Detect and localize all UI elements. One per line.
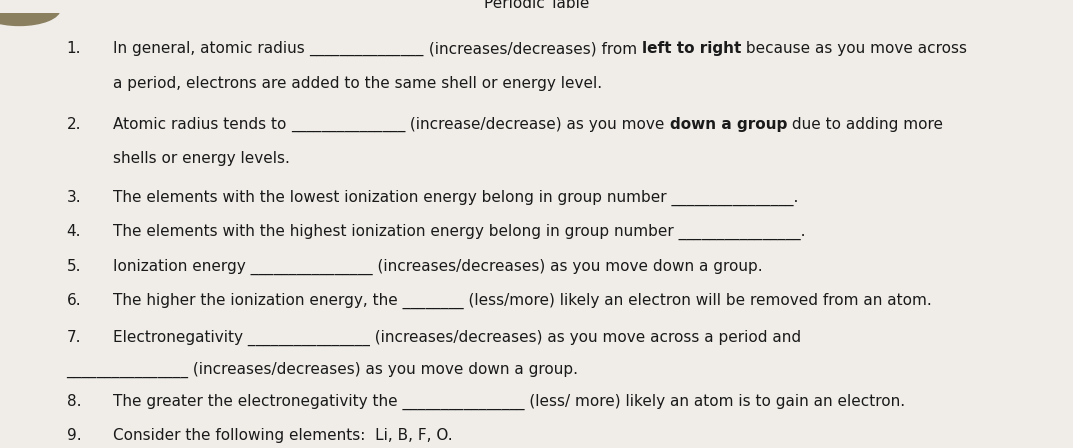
Text: The higher the ionization energy, the ________ (less/more) likely an electron wi: The higher the ionization energy, the __…: [113, 293, 931, 309]
Text: 8.: 8.: [67, 394, 82, 409]
Text: a period, electrons are added to the same shell or energy level.: a period, electrons are added to the sam…: [113, 76, 602, 91]
Text: The elements with the lowest ionization energy belong in group number __________: The elements with the lowest ionization …: [113, 190, 798, 206]
Text: Atomic radius tends to: Atomic radius tends to: [113, 116, 291, 132]
Circle shape: [0, 0, 60, 26]
Text: 3.: 3.: [67, 190, 82, 205]
Text: 2.: 2.: [67, 116, 82, 132]
Text: 7.: 7.: [67, 330, 82, 345]
Text: left to right: left to right: [642, 41, 741, 56]
Text: because as you move across: because as you move across: [741, 41, 967, 56]
Text: (increases/decreases) from: (increases/decreases) from: [424, 41, 642, 56]
Text: 4.: 4.: [67, 224, 82, 239]
Text: Ionization energy ________________ (increases/decreases) as you move down a grou: Ionization energy ________________ (incr…: [113, 258, 762, 275]
Text: shells or energy levels.: shells or energy levels.: [113, 151, 290, 166]
Text: Electronegativity ________________ (increases/decreases) as you move across a pe: Electronegativity ________________ (incr…: [113, 330, 800, 346]
Text: The greater the electronegativity the ________________ (less/ more) likely an at: The greater the electronegativity the __…: [113, 394, 905, 410]
Text: _______________: _______________: [309, 41, 424, 56]
Text: 6.: 6.: [67, 293, 82, 308]
Text: down a group: down a group: [670, 116, 787, 132]
Text: ________________ (increases/decreases) as you move down a group.: ________________ (increases/decreases) a…: [67, 362, 578, 378]
Text: 9.: 9.: [67, 428, 82, 444]
Text: _______________: _______________: [291, 116, 406, 132]
Text: The elements with the highest ionization energy belong in group number _________: The elements with the highest ionization…: [113, 224, 805, 241]
Text: Consider the following elements:  Li, B, F, O.: Consider the following elements: Li, B, …: [113, 428, 453, 444]
Text: due to adding more: due to adding more: [787, 116, 943, 132]
Text: In general, atomic radius: In general, atomic radius: [113, 41, 309, 56]
Text: Periodic Table: Periodic Table: [484, 0, 589, 11]
Text: 5.: 5.: [67, 258, 82, 274]
Text: 1.: 1.: [67, 41, 82, 56]
Text: (increase/decrease) as you move: (increase/decrease) as you move: [406, 116, 670, 132]
